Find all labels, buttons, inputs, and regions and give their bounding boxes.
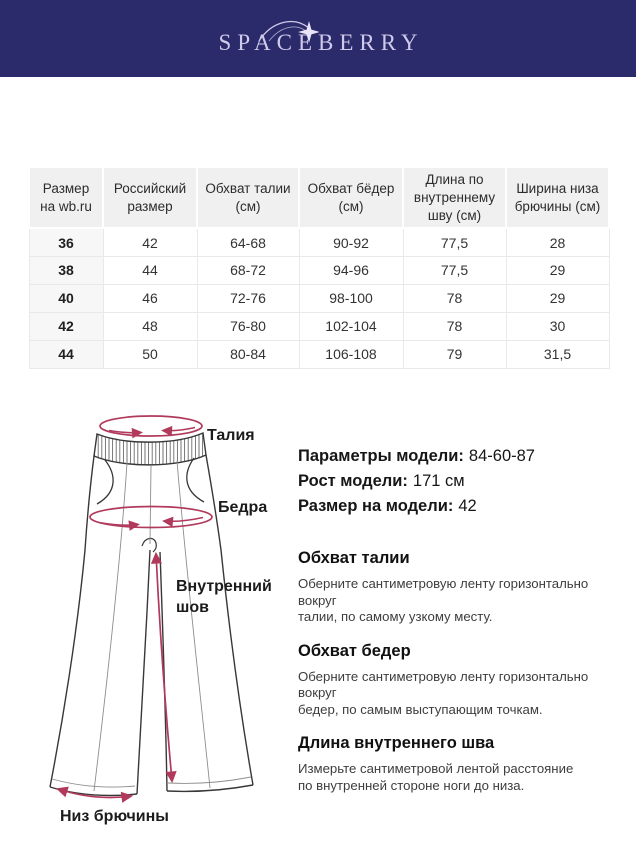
section-inseam: Длина внутреннего шва Измерьте сантиметр… bbox=[298, 733, 616, 794]
body-line: Оберните сантиметровую ленту горизонталь… bbox=[298, 668, 589, 701]
table-cell: 42 bbox=[102, 227, 198, 257]
section-body: Оберните сантиметровую ленту горизонталь… bbox=[298, 669, 616, 719]
table-row-header: 40 bbox=[28, 283, 104, 313]
table-row: 44 50 80-84 106-108 79 31,5 bbox=[28, 339, 610, 369]
table-row: 42 48 76-80 102-104 78 30 bbox=[28, 311, 610, 341]
section-title: Обхват бедер bbox=[298, 641, 411, 660]
hem-measure-arrow bbox=[56, 786, 134, 803]
table-cell: 106-108 bbox=[298, 339, 404, 369]
brand-header: SPACEBERRY bbox=[0, 0, 636, 77]
table-cell: 30 bbox=[505, 311, 610, 341]
table-cell: 44 bbox=[102, 255, 198, 285]
body-line: Измерьте сантиметровой лентой расстояние bbox=[298, 761, 574, 776]
measure-info-column: Параметры модели: 84-60-87 Рост модели: 17… bbox=[298, 444, 616, 794]
table-row-header: 42 bbox=[28, 311, 104, 341]
table-cell: 98-100 bbox=[298, 283, 404, 313]
table-cell: 80-84 bbox=[196, 339, 300, 369]
section-title: Длина внутреннего шва bbox=[298, 734, 495, 752]
table-cell: 78 bbox=[402, 283, 507, 313]
table-cell: 48 bbox=[102, 311, 198, 341]
hips-label: Бедра bbox=[218, 499, 267, 516]
table-row-header: 44 bbox=[28, 339, 104, 369]
table-cell: 29 bbox=[505, 283, 610, 313]
table-cell: 76-80 bbox=[196, 311, 300, 341]
inseam-label-line2: шов bbox=[176, 599, 209, 616]
table-cell: 29 bbox=[505, 255, 610, 285]
table-cell: 78 bbox=[402, 311, 507, 341]
table-cell: 50 bbox=[102, 339, 198, 369]
brand-logo-text: SPACEBERRY bbox=[218, 29, 424, 55]
table-row: 38 44 68-72 94-96 77,5 29 bbox=[28, 255, 610, 285]
body-line: Оберните сантиметровую ленту горизонталь… bbox=[298, 576, 589, 608]
table-cell: 46 bbox=[102, 283, 198, 313]
table-cell: 90-92 bbox=[298, 227, 404, 257]
table-cell: 94-96 bbox=[298, 255, 404, 285]
table-cell: 28 bbox=[505, 227, 610, 257]
model-params-label: Параметры модели: bbox=[298, 447, 464, 465]
size-table-body: 36 42 64-68 90-92 77,5 28 38 44 68-72 94-96 77,5 29… bbox=[28, 227, 610, 369]
column-header: Длина по внутреннему шву (см) bbox=[402, 165, 507, 230]
table-cell: 31,5 bbox=[505, 339, 610, 369]
inseam-label-line1: Внутренний bbox=[176, 578, 272, 595]
pants-waistband bbox=[93, 431, 207, 466]
section-hips: Обхват бедер Оберните сантиметровую лент… bbox=[298, 641, 616, 719]
pants-seam-lines bbox=[51, 460, 252, 792]
waist-measure-annotation bbox=[99, 415, 203, 439]
pants-measurement-diagram: Талия Бедра Внутренний шов Низ брючины bbox=[49, 415, 272, 825]
column-header: Российский размер bbox=[102, 165, 198, 230]
model-size-label: Размер на модели: bbox=[298, 497, 454, 515]
model-height-value: 171 см bbox=[412, 472, 465, 490]
section-body: Измерьте сантиметровой лентой расстояние… bbox=[298, 761, 616, 794]
table-cell: 72-76 bbox=[196, 283, 300, 313]
table-row-header: 36 bbox=[28, 227, 104, 257]
size-table: Размер на wb.ru Российский размер Обхват т… bbox=[28, 165, 610, 369]
table-cell: 102-104 bbox=[298, 311, 404, 341]
pants-pockets bbox=[96, 457, 205, 505]
size-table-header-row: Размер на wb.ru Российский размер Обхват т… bbox=[28, 165, 610, 230]
model-size-value: 42 bbox=[458, 497, 477, 515]
model-size-line: Размер на модели: 42 bbox=[298, 494, 616, 519]
table-row: 36 42 64-68 90-92 77,5 28 bbox=[28, 227, 610, 257]
column-header: Обхват бёдер (см) bbox=[298, 165, 404, 230]
column-header: Обхват талии (см) bbox=[196, 165, 300, 230]
table-row: 40 46 72-76 98-100 78 29 bbox=[28, 283, 610, 313]
body-line: бедер, по самым выступающим точкам. bbox=[298, 701, 543, 717]
table-row-header: 38 bbox=[28, 255, 104, 285]
section-title: Обхват талии bbox=[298, 549, 410, 567]
inseam-measure-arrow bbox=[150, 551, 177, 784]
model-height-line: Рост модели: 171 см bbox=[298, 469, 616, 494]
table-cell: 68-72 bbox=[196, 255, 300, 285]
model-params-value: 84-60-87 bbox=[468, 447, 535, 465]
column-header: Размер на wb.ru bbox=[28, 165, 104, 230]
column-header: Ширина низа брючины (см) bbox=[505, 165, 610, 230]
shooting-star-icon bbox=[258, 20, 319, 43]
table-cell: 77,5 bbox=[402, 255, 507, 285]
body-line: по внутренней стороне ноги до низа. bbox=[298, 777, 525, 793]
section-body: Оберните сантиметровую ленту горизонталь… bbox=[298, 576, 616, 626]
section-waist: Обхват талии Оберните сантиметровую лент… bbox=[298, 548, 616, 626]
hips-measure-annotation bbox=[89, 505, 213, 531]
table-cell: 79 bbox=[402, 339, 507, 369]
table-cell: 77,5 bbox=[402, 227, 507, 257]
body-line: талии, по самому узкому месту. bbox=[298, 609, 493, 624]
brand-logo: SPACEBERRY bbox=[213, 20, 424, 56]
table-cell: 64-68 bbox=[196, 227, 300, 257]
model-params-line: Параметры модели: 84-60-87 bbox=[298, 444, 616, 469]
waist-label: Талия bbox=[207, 427, 255, 444]
model-height-label: Рост модели: bbox=[298, 472, 408, 490]
model-info: Параметры модели: 84-60-87 Рост модели: 17… bbox=[298, 444, 616, 519]
hem-label: Низ брючины bbox=[60, 808, 169, 825]
